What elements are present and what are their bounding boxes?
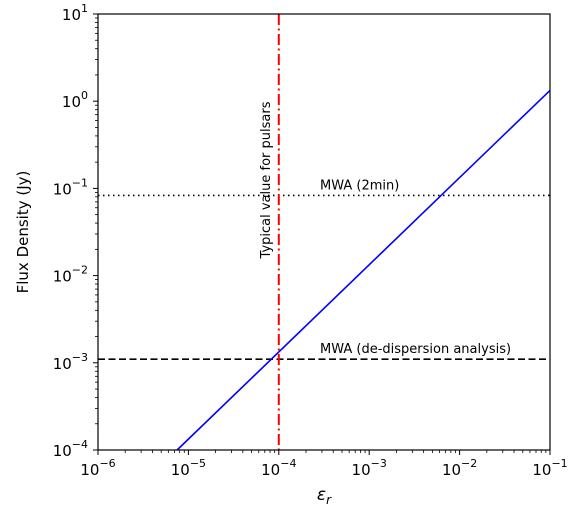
- y-axis-label: Flux Density (Jy): [14, 171, 32, 294]
- y-tick-label-3: 10−1: [53, 176, 88, 198]
- x-tick-label-3: 10−3: [352, 457, 387, 479]
- hline-label-0: MWA (2min): [320, 178, 399, 193]
- y-tick-label-5: 101: [62, 2, 88, 24]
- y-tick-label-4: 100: [62, 89, 88, 111]
- x-tick-label-4: 10−2: [442, 457, 477, 479]
- series-line-0: [176, 89, 551, 451]
- x-label-symbol: ε: [317, 485, 326, 505]
- axes-frame: [97, 13, 551, 451]
- x-axis-label: εr: [317, 485, 332, 507]
- x-axis-ticks: 10−6 10−5 10−4 10−3 10−2 10−1: [80, 450, 568, 479]
- x-tick-label-0: 10−6: [80, 457, 115, 479]
- y-axis-ticks: 10−4 10−3 10−2 10−1 100 101: [53, 2, 98, 460]
- x-label-subscript: r: [326, 493, 332, 507]
- vline-label-0: Typical value for pulsars: [259, 101, 274, 259]
- y-tick-label-0: 10−4: [53, 438, 88, 460]
- y-tick-label-2: 10−2: [53, 264, 88, 286]
- plot-marks: MWA (2min) MWA (de-dispersion analysis) Ty…: [98, 14, 551, 451]
- y-tick-label-1: 10−3: [53, 351, 88, 373]
- x-tick-label-5: 10−1: [532, 457, 567, 479]
- hline-label-1: MWA (de-dispersion analysis): [320, 342, 511, 357]
- x-tick-label-1: 10−5: [171, 457, 206, 479]
- x-tick-label-2: 10−4: [261, 457, 296, 479]
